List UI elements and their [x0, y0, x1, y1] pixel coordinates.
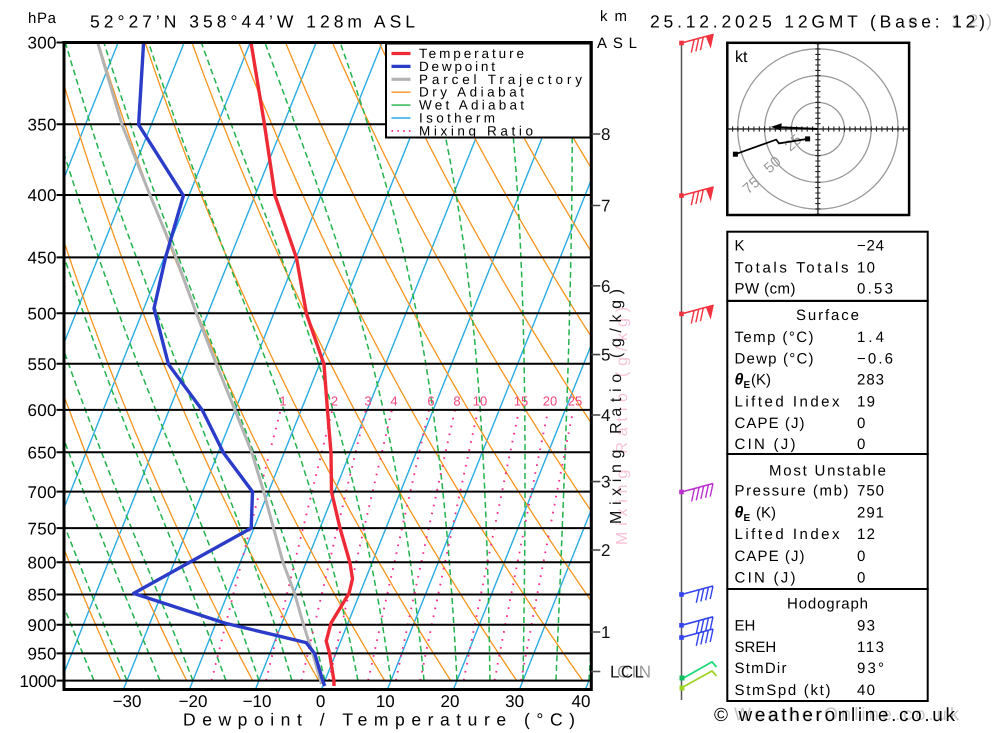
- svg-text:650: 650: [28, 444, 57, 463]
- svg-text:PW (cm): PW (cm): [735, 281, 796, 298]
- svg-text:CIN: CIN: [617, 663, 651, 682]
- svg-text:CAPE (J): CAPE (J): [735, 548, 805, 565]
- svg-text:θ: θ: [735, 372, 744, 389]
- svg-text:Dewpoint: Dewpoint: [419, 59, 495, 74]
- svg-text:350: 350: [28, 115, 57, 134]
- svg-text:StmSpd (kt): StmSpd (kt): [735, 682, 831, 699]
- svg-text:5: 5: [601, 346, 610, 365]
- svg-text:800: 800: [28, 554, 57, 573]
- svg-text:1: 1: [601, 623, 610, 642]
- svg-text:3: 3: [601, 473, 610, 492]
- svg-text:3: 3: [364, 394, 371, 409]
- svg-text:30: 30: [505, 692, 524, 711]
- svg-text:0: 0: [857, 436, 865, 453]
- svg-text:600: 600: [28, 401, 57, 420]
- svg-text:0: 0: [316, 692, 325, 711]
- svg-text:0: 0: [857, 548, 865, 565]
- svg-text:6: 6: [427, 394, 434, 409]
- svg-text:Most Unstable: Most Unstable: [769, 463, 886, 480]
- svg-text:700: 700: [28, 483, 57, 502]
- svg-text:291: 291: [857, 505, 884, 522]
- svg-text:ASL: ASL: [597, 35, 637, 52]
- svg-text:−24: −24: [857, 238, 884, 255]
- svg-text:400: 400: [28, 186, 57, 205]
- svg-text:Temp (°C): Temp (°C): [735, 329, 814, 346]
- svg-text:40: 40: [572, 692, 591, 711]
- svg-text:500: 500: [28, 304, 57, 323]
- svg-text:10: 10: [376, 692, 395, 711]
- svg-text:10: 10: [473, 394, 487, 409]
- svg-text:12: 12: [857, 526, 875, 543]
- svg-text:450: 450: [28, 249, 57, 268]
- svg-text:4: 4: [390, 394, 397, 409]
- svg-text:20: 20: [543, 394, 557, 409]
- svg-text:SREH: SREH: [735, 639, 777, 656]
- svg-text:E: E: [744, 380, 751, 391]
- svg-text:E: E: [744, 513, 751, 524]
- svg-text:hPa: hPa: [28, 10, 57, 27]
- svg-text:Lifted Index: Lifted Index: [735, 394, 841, 411]
- svg-text:7: 7: [601, 197, 610, 216]
- svg-text:40: 40: [857, 682, 875, 699]
- svg-text:750: 750: [857, 483, 884, 500]
- svg-text:EH: EH: [735, 618, 756, 635]
- svg-text:CAPE (J): CAPE (J): [735, 415, 805, 432]
- svg-text:StmDir: StmDir: [735, 660, 787, 677]
- svg-text:93°: 93°: [857, 660, 884, 677]
- svg-text:© weatheronline.co.uk: © weatheronline.co.uk: [714, 705, 956, 726]
- svg-text:Hodograph: Hodograph: [787, 596, 868, 613]
- svg-text:8: 8: [453, 394, 460, 409]
- svg-text:WeatherOnline.co.uk: WeatherOnline.co.uk: [734, 704, 960, 724]
- svg-text:K: K: [735, 238, 745, 255]
- svg-text:θ: θ: [735, 505, 744, 522]
- svg-text:10: 10: [857, 260, 875, 277]
- svg-text:300: 300: [28, 34, 57, 53]
- svg-text:LCL: LCL: [610, 663, 644, 682]
- svg-text:0: 0: [857, 569, 865, 586]
- svg-text:Isotherm: Isotherm: [419, 111, 495, 126]
- svg-text:0.53: 0.53: [857, 281, 893, 298]
- svg-text:Lifted Index: Lifted Index: [735, 526, 841, 543]
- svg-text:(K): (K): [756, 505, 776, 522]
- svg-text:−20: −20: [179, 692, 208, 711]
- svg-text:Surface: Surface: [796, 307, 859, 324]
- svg-text:Wet Adiabat: Wet Adiabat: [419, 98, 524, 113]
- svg-text:20: 20: [441, 692, 460, 711]
- svg-text:kt: kt: [735, 49, 748, 66]
- svg-text:−30: −30: [113, 692, 142, 711]
- svg-text:Dry Adiabat: Dry Adiabat: [419, 85, 524, 100]
- svg-text:900: 900: [28, 616, 57, 635]
- svg-text:2: 2: [601, 541, 610, 560]
- svg-text:113: 113: [857, 639, 884, 656]
- svg-text:850: 850: [28, 586, 57, 605]
- svg-text:8: 8: [601, 125, 610, 144]
- svg-text:750: 750: [28, 519, 57, 538]
- svg-text:19: 19: [857, 394, 875, 411]
- svg-text:93: 93: [857, 618, 875, 635]
- svg-text:Dewpoint / Temperature (°C): Dewpoint / Temperature (°C): [183, 710, 575, 730]
- svg-text:1: 1: [279, 394, 286, 409]
- svg-text:1.4: 1.4: [857, 329, 884, 346]
- svg-text:950: 950: [28, 645, 57, 664]
- svg-text:15: 15: [514, 394, 528, 409]
- svg-text:25.12.2025 12GMT (Base: 12): 25.12.2025 12GMT (Base: 12): [650, 12, 985, 32]
- svg-text:Totals Totals: Totals Totals: [735, 260, 849, 277]
- svg-text:−10: −10: [243, 692, 272, 711]
- svg-text:2: 2: [331, 394, 338, 409]
- svg-text:1000: 1000: [20, 672, 57, 691]
- svg-text:283: 283: [857, 372, 884, 389]
- svg-text:0: 0: [857, 415, 865, 432]
- svg-text:(K): (K): [751, 372, 771, 389]
- svg-text:Pressure (mb): Pressure (mb): [735, 483, 849, 500]
- svg-text:−0.6: −0.6: [857, 350, 893, 367]
- svg-text:25: 25: [568, 394, 582, 409]
- svg-text:4: 4: [601, 406, 610, 425]
- svg-text:6: 6: [601, 277, 610, 296]
- svg-text:Dewp (°C): Dewp (°C): [735, 350, 814, 367]
- svg-text:550: 550: [28, 355, 57, 374]
